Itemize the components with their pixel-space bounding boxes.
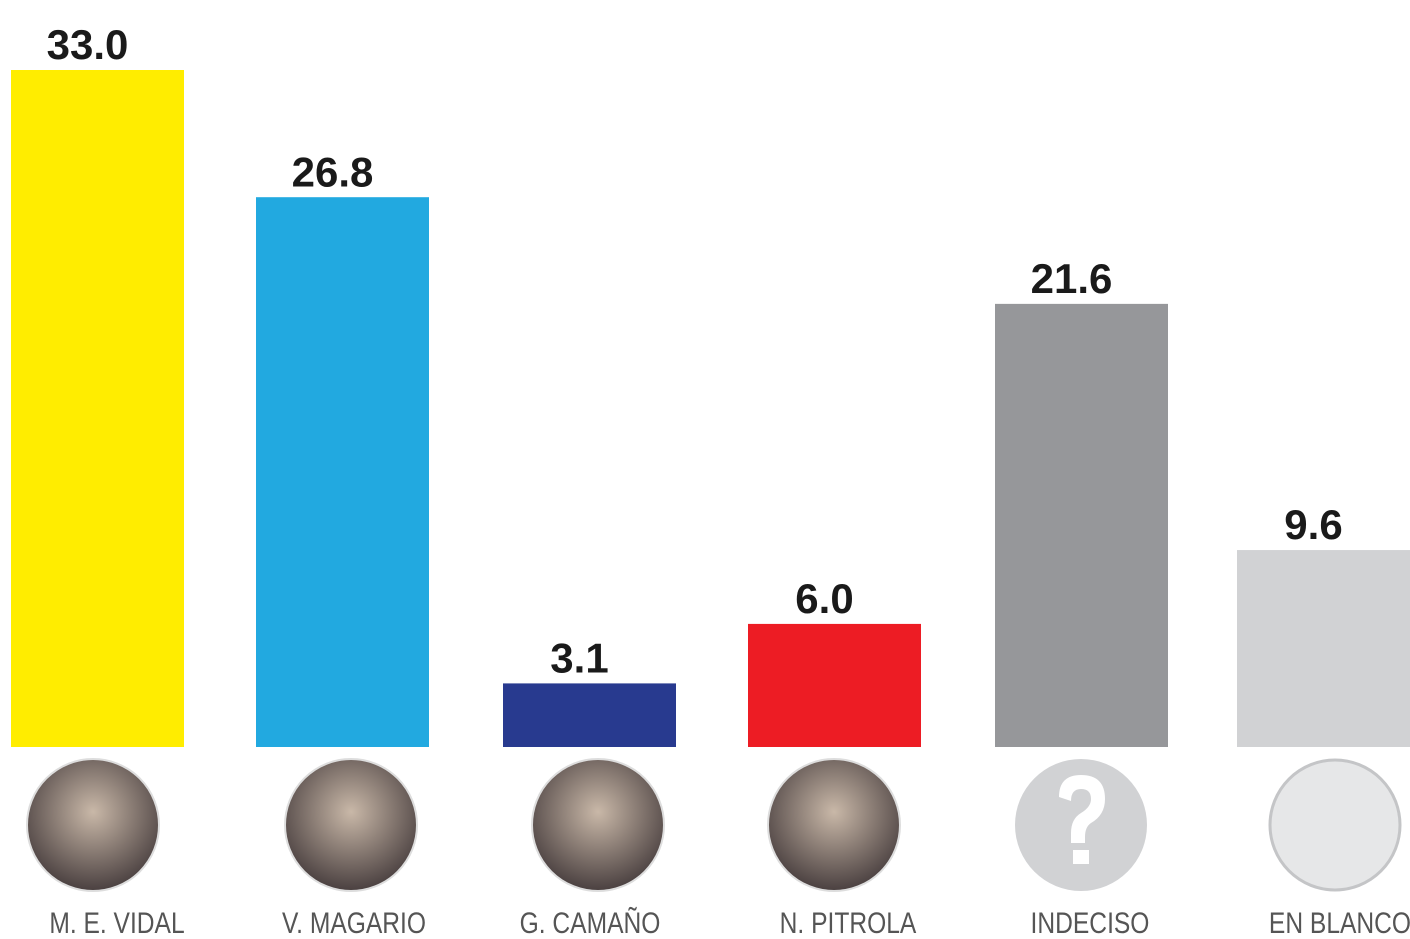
x-tick-label: INDECISO bbox=[1031, 906, 1150, 939]
bar bbox=[748, 623, 921, 747]
value-label: 26.8 bbox=[292, 148, 374, 195]
value-label: 33.0 bbox=[47, 21, 129, 68]
bar bbox=[995, 303, 1168, 747]
value-label: 3.1 bbox=[550, 634, 608, 681]
value-label: 9.6 bbox=[1284, 501, 1342, 548]
value-label: 6.0 bbox=[795, 575, 853, 622]
bar bbox=[11, 70, 184, 747]
bar bbox=[503, 683, 676, 747]
blank-icon bbox=[1268, 758, 1402, 892]
candidate-photo bbox=[767, 758, 901, 892]
x-tick-label: N. PITROLA bbox=[780, 906, 917, 939]
candidate-photo bbox=[26, 758, 160, 892]
bar bbox=[1237, 550, 1410, 747]
x-tick-label: V. MAGARIO bbox=[282, 906, 426, 939]
value-label: 21.6 bbox=[1031, 255, 1113, 302]
question-mark bbox=[1059, 775, 1105, 864]
bar bbox=[256, 197, 429, 747]
x-tick-label: M. E. VIDAL bbox=[49, 906, 184, 939]
x-tick-label: G. CAMAÑO bbox=[520, 906, 661, 939]
candidate-photo bbox=[531, 758, 665, 892]
candidate-photo bbox=[284, 758, 418, 892]
x-tick-label: EN BLANCO bbox=[1269, 906, 1410, 939]
